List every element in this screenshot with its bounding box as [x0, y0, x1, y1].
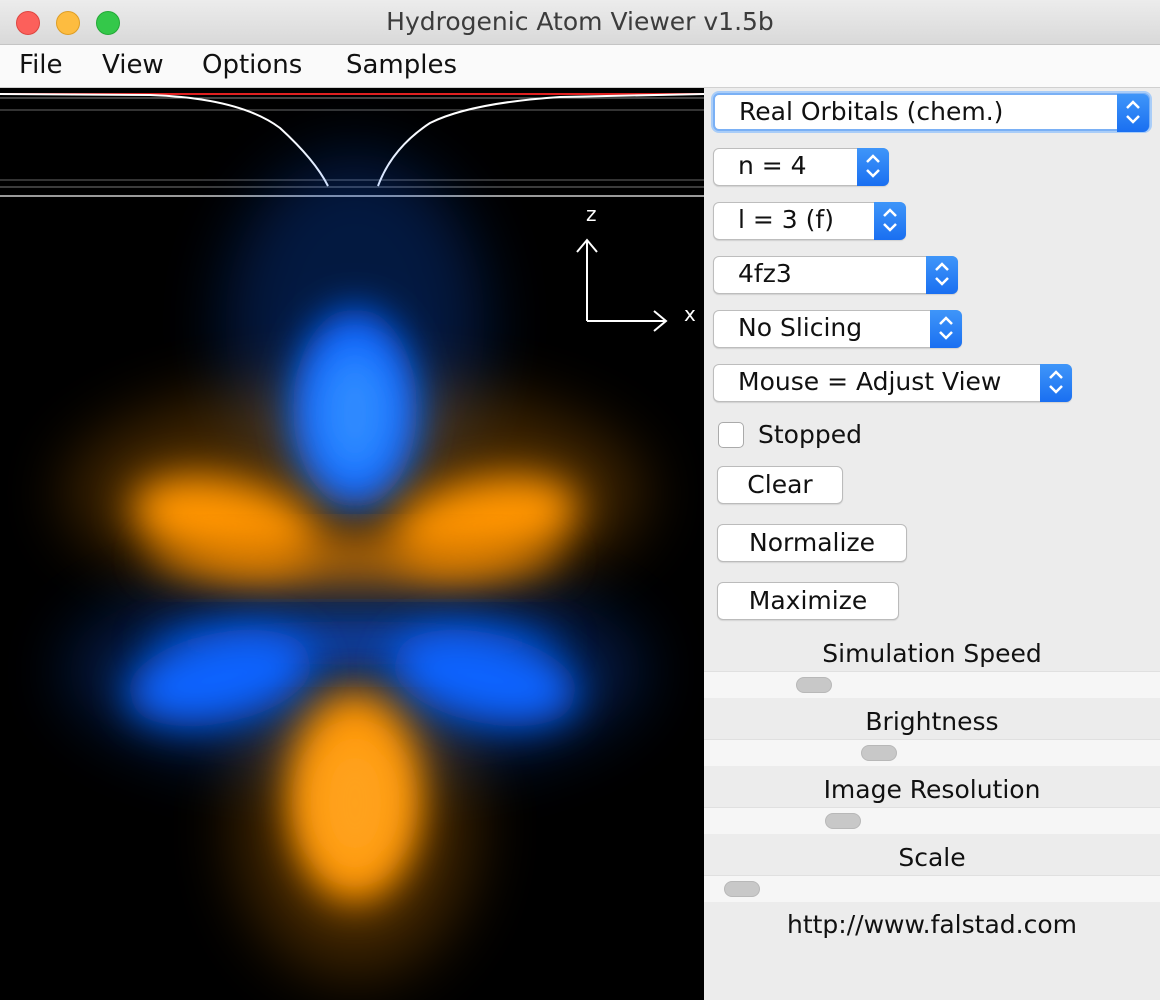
minimize-window-button[interactable] [56, 11, 80, 35]
menu-view[interactable]: View [102, 50, 164, 80]
close-window-button[interactable] [16, 11, 40, 35]
radial-curve-left [0, 93, 329, 187]
brightness-slider[interactable] [704, 739, 1160, 766]
clear-button[interactable]: Clear [717, 466, 843, 504]
radial-curve-right [377, 93, 704, 187]
orbital-lobes [65, 153, 645, 978]
blue-ring-left [126, 629, 314, 727]
window-title: Hydrogenic Atom Viewer v1.5b [386, 7, 774, 36]
control-panel: Real Orbitals (chem.) n = 4 l = 3 (f) 4f… [704, 88, 1160, 1000]
select-arrows-icon [874, 202, 906, 240]
image-resolution-label: Image Resolution [823, 775, 1041, 804]
menu-options[interactable]: Options [202, 50, 303, 80]
menu-file[interactable]: File [19, 50, 63, 80]
n-select[interactable]: n = 4 [713, 148, 889, 186]
x-axis-label: x [684, 302, 696, 326]
blue-ring-right [391, 629, 579, 727]
orbital-canvas[interactable]: z x [0, 88, 704, 1000]
select-arrows-icon [926, 256, 958, 294]
orange-ring-center [145, 536, 565, 580]
scale-slider[interactable] [704, 875, 1160, 902]
orbital-type-select[interactable]: Real Orbitals (chem.) [713, 93, 1150, 132]
z-axis-arrowhead [576, 238, 598, 253]
z-axis-label: z [586, 202, 597, 226]
top-blue-lobe-core [315, 348, 395, 478]
scale-label: Scale [898, 843, 966, 872]
m-select[interactable]: 4fz3 [713, 256, 958, 294]
orbital-type-value: Real Orbitals (chem.) [739, 97, 1004, 126]
image-resolution-thumb[interactable] [825, 813, 861, 829]
mouse-mode-select[interactable]: Mouse = Adjust View [713, 364, 1072, 402]
maximize-window-button[interactable] [96, 11, 120, 35]
m-value: 4fz3 [738, 259, 792, 288]
brightness-label: Brightness [865, 707, 999, 736]
simulation-speed-thumb[interactable] [796, 677, 832, 693]
l-select[interactable]: l = 3 (f) [713, 202, 906, 240]
scale-thumb[interactable] [724, 881, 760, 897]
axes-indicator: z x [576, 202, 696, 332]
mouse-mode-value: Mouse = Adjust View [738, 367, 1002, 396]
orbital-plot: z x [0, 93, 704, 978]
simulation-speed-slider[interactable] [704, 671, 1160, 698]
stopped-label: Stopped [758, 420, 862, 449]
simulation-speed-label: Simulation Speed [822, 639, 1042, 668]
select-arrows-icon [857, 148, 889, 186]
x-axis-arrowhead [653, 310, 668, 332]
select-arrows-icon [1117, 94, 1149, 132]
slicing-select[interactable]: No Slicing [713, 310, 962, 348]
image-resolution-slider[interactable] [704, 807, 1160, 834]
select-arrows-icon [1040, 364, 1072, 402]
footer-url: http://www.falstad.com [786, 910, 1077, 939]
brightness-thumb[interactable] [861, 745, 897, 761]
menu-bar: File View Options Samples [0, 45, 1160, 88]
slicing-value: No Slicing [738, 313, 863, 342]
l-value: l = 3 (f) [738, 205, 834, 234]
bottom-orange-lobe-core [310, 733, 400, 873]
normalize-button[interactable]: Normalize [717, 524, 907, 562]
maximize-button[interactable]: Maximize [717, 582, 899, 620]
menu-samples[interactable]: Samples [346, 50, 458, 80]
select-arrows-icon [930, 310, 962, 348]
stopped-checkbox[interactable] [718, 422, 744, 448]
n-value: n = 4 [738, 151, 807, 180]
title-bar: Hydrogenic Atom Viewer v1.5b [0, 0, 1160, 45]
